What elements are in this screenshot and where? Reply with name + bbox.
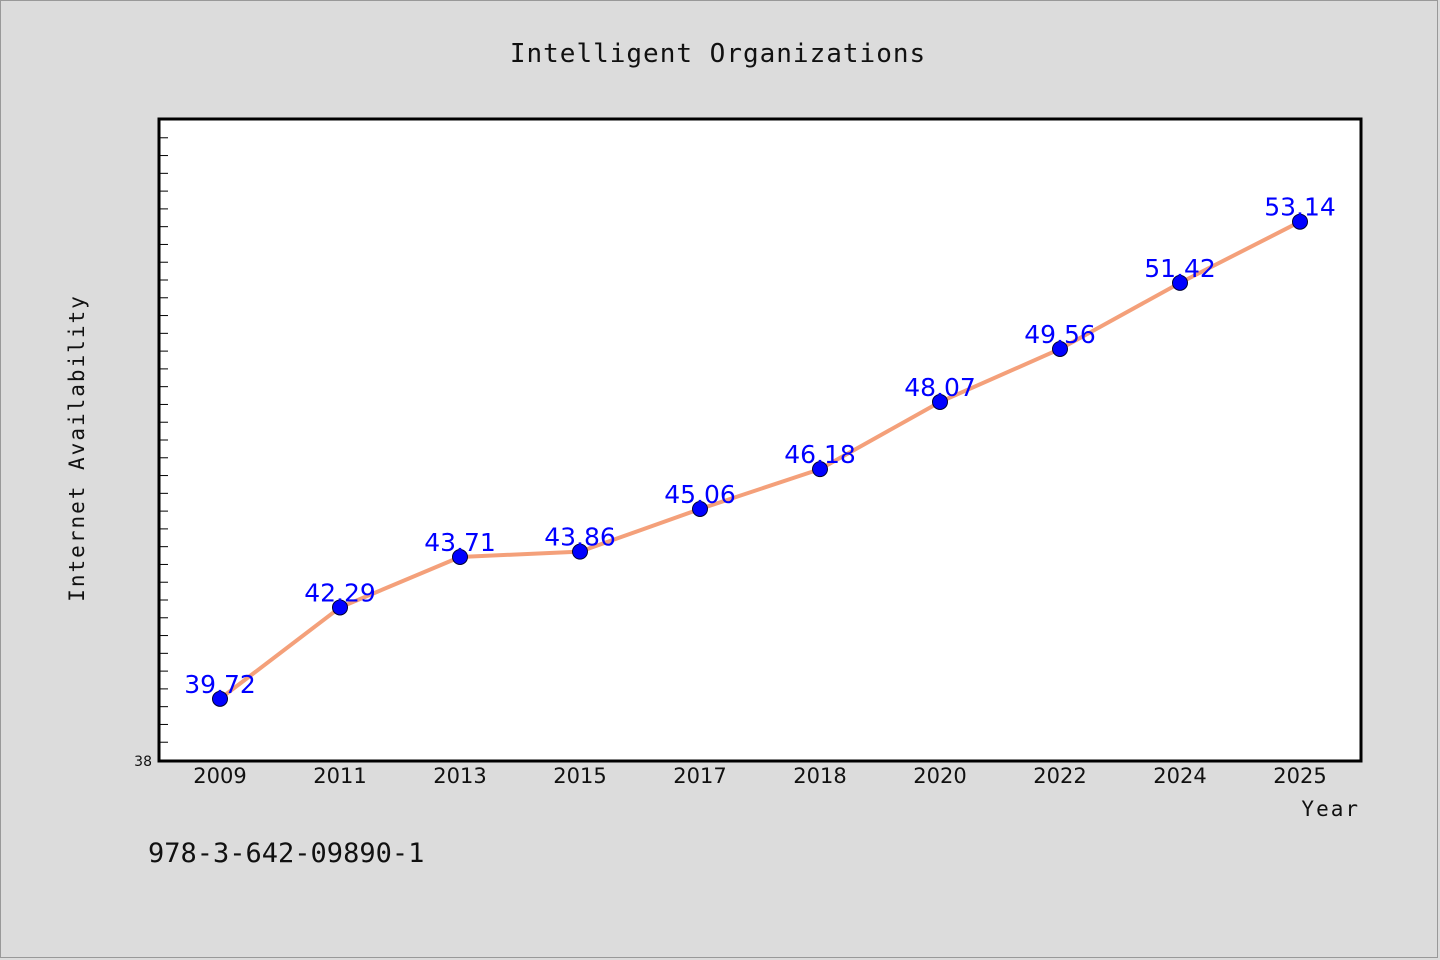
x-tick-label: 2009 bbox=[193, 764, 246, 788]
data-point bbox=[452, 548, 468, 565]
x-tick-label: 2024 bbox=[1153, 764, 1206, 788]
x-tick-label: 2017 bbox=[673, 764, 726, 788]
data-point bbox=[692, 500, 708, 517]
data-point bbox=[332, 599, 348, 616]
x-tick-label: 2015 bbox=[553, 764, 606, 788]
data-point bbox=[572, 543, 588, 560]
data-label: 45.06 bbox=[664, 480, 736, 509]
y-axis-ticks bbox=[160, 137, 168, 743]
y-min-tick-label: 38 bbox=[134, 754, 152, 770]
chart-title: Intelligent Organizations bbox=[510, 39, 926, 69]
x-tick-label: 2013 bbox=[433, 764, 486, 788]
data-point bbox=[812, 461, 828, 478]
data-label: 53.14 bbox=[1264, 193, 1336, 222]
data-label: 49.56 bbox=[1024, 320, 1096, 349]
data-point bbox=[1052, 340, 1068, 357]
data-label: 51.42 bbox=[1144, 254, 1216, 283]
series-markers bbox=[212, 213, 1308, 707]
data-label: 43.71 bbox=[424, 528, 496, 557]
x-tick-label: 2022 bbox=[1033, 764, 1086, 788]
x-axis-tick-labels: 2009 2011 2013 2015 2017 2018 2020 2022 2024 2025 bbox=[193, 764, 1326, 788]
data-point bbox=[1172, 274, 1188, 291]
x-tick-label: 2018 bbox=[793, 764, 846, 788]
data-label: 42.29 bbox=[304, 578, 376, 607]
data-label: 46.18 bbox=[784, 440, 856, 469]
data-label: 39.72 bbox=[184, 670, 256, 699]
isbn-text: 978-3-642-09890-1 bbox=[148, 838, 424, 869]
y-axis-label: Internet Availability bbox=[65, 294, 89, 602]
data-point bbox=[212, 690, 228, 707]
x-tick-label: 2025 bbox=[1273, 764, 1326, 788]
series-line bbox=[218, 219, 1301, 701]
x-tick-label: 2020 bbox=[913, 764, 966, 788]
plot-area bbox=[157, 117, 1363, 763]
data-point bbox=[932, 393, 948, 410]
data-point bbox=[1292, 213, 1308, 230]
data-label: 43.86 bbox=[544, 523, 616, 552]
series-data-labels: 39.72 42.29 43.71 43.86 45.06 46.18 48.07 49.56… bbox=[184, 193, 1336, 699]
x-axis-label: Year bbox=[1301, 797, 1360, 821]
x-tick-label: 2011 bbox=[313, 764, 366, 788]
data-label: 48.07 bbox=[904, 373, 976, 402]
